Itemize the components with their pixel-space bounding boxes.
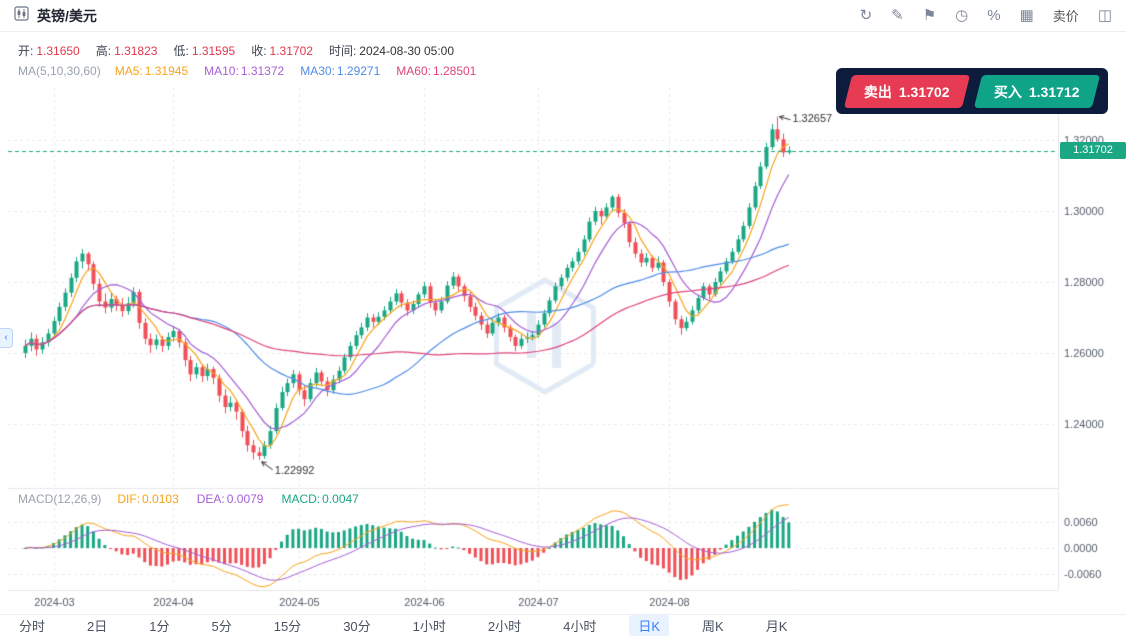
ma5-value: MA5: 1.31945: [114, 64, 189, 78]
tf-1hour[interactable]: 1小时: [412, 619, 446, 634]
flag-icon[interactable]: ⚑: [922, 7, 937, 24]
ma10-value: MA10: 1.31372: [204, 64, 285, 78]
buy-button-price: 1.31712: [1029, 83, 1080, 99]
current-price-marker: 1.31702: [1060, 142, 1126, 159]
ma60-value: MA60: 1.28501: [396, 64, 477, 78]
orderbook-panel-icon[interactable]: ◫: [1097, 7, 1112, 24]
tf-4hour[interactable]: 4小时: [563, 619, 597, 634]
tf-monthly[interactable]: 月K: [765, 619, 788, 634]
sell-button-price: 1.31702: [899, 83, 950, 99]
tf-5min[interactable]: 5分: [211, 619, 232, 634]
timeframe-bar: 分时 2日 1分 5分 15分 30分 1小时 2小时 4小时 日K 周K 月K: [0, 614, 1126, 636]
symbol-title: 英镑/美元: [37, 7, 97, 24]
symbol-header: 英镑/美元: [14, 5, 97, 26]
tf-15min[interactable]: 15分: [273, 619, 302, 634]
tf-30min[interactable]: 30分: [343, 619, 371, 634]
candlestick-chart-icon: [14, 5, 29, 26]
macd-indicator-bar: MACD(12,26,9) DIF: 0.0103 DEA: 0.0079 MACD…: [18, 492, 361, 506]
macd-hist-value: MACD: 0.0047: [281, 492, 359, 506]
low-value: 低: 1.31595: [173, 44, 236, 58]
history-clock-icon[interactable]: ◷: [955, 7, 969, 24]
draw-icon[interactable]: ✎: [891, 7, 904, 24]
toolbar-actions: ↻ ✎ ⚑ ◷ % ▦ 卖价 ◫: [860, 6, 1112, 25]
sell-price-toggle[interactable]: 卖价: [1052, 9, 1079, 24]
top-toolbar: 英镑/美元 ↻ ✎ ⚑ ◷ % ▦ 卖价 ◫: [0, 0, 1126, 32]
ohlc-info-bar: 开: 1.31650 高: 1.31823 低: 1.31595 收: 1.31702 …: [18, 42, 454, 59]
tf-2hour[interactable]: 2小时: [487, 619, 522, 634]
drawing-toolbar-handle[interactable]: ‹: [0, 328, 13, 348]
macd-dif-value: DIF: 0.0103: [117, 492, 179, 506]
tf-daily[interactable]: 日K: [629, 615, 670, 636]
bar-time: 时间: 2024-08-30 05:00: [328, 44, 455, 58]
ma-indicator-bar: MA(5,10,30,60) MA5: 1.31945 MA10: 1.31372 …: [18, 64, 478, 78]
buy-button[interactable]: 买入 1.31712: [973, 74, 1101, 108]
high-value: 高: 1.31823: [95, 44, 158, 58]
close-value: 收: 1.31702: [251, 44, 313, 58]
grid-layout-icon[interactable]: ▦: [1019, 7, 1034, 24]
open-value: 开: 1.31650: [18, 44, 80, 58]
macd-params-label: MACD(12,26,9): [18, 492, 102, 506]
sell-button-label: 卖出: [864, 83, 893, 99]
buy-button-label: 买入: [994, 83, 1023, 99]
macd-dea-value: DEA: 0.0079: [196, 492, 264, 506]
refresh-icon[interactable]: ↻: [859, 7, 873, 24]
tf-2day[interactable]: 2日: [87, 619, 108, 634]
sell-button[interactable]: 卖出 1.31702: [843, 74, 971, 108]
tf-1min[interactable]: 1分: [149, 619, 170, 634]
ma-params-label: MA(5,10,30,60): [18, 64, 101, 78]
trade-widget: 卖出 1.31702 买入 1.31712: [836, 68, 1108, 114]
tf-weekly[interactable]: 周K: [702, 619, 724, 634]
percent-icon[interactable]: %: [987, 7, 1001, 24]
tf-timeline[interactable]: 分时: [19, 619, 46, 634]
ma30-value: MA30: 1.29271: [300, 64, 381, 78]
